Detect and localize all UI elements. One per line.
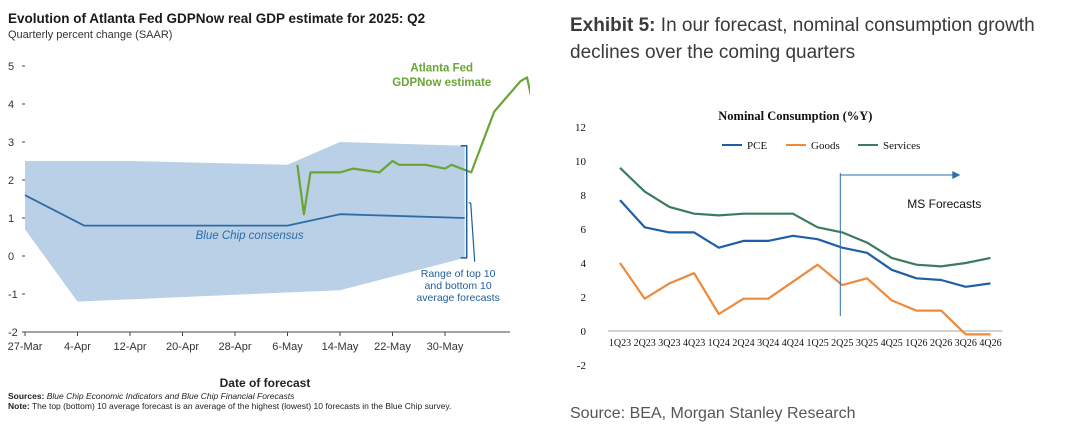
gdpnow-chart-subtitle: Quarterly percent change (SAAR)	[8, 29, 173, 41]
x-tick-label: 12-Apr	[113, 341, 146, 353]
x-tick-label: 4Q23	[683, 338, 705, 349]
x-tick-label: 2Q24	[732, 338, 754, 349]
x-tick-label: 30-May	[427, 341, 464, 353]
x-tick-label: 1Q24	[708, 338, 730, 349]
gdpnow-label-line-1: Atlanta Fed	[410, 63, 473, 75]
y-tick-label: 5	[8, 61, 14, 73]
x-tick-label: 2Q23	[634, 338, 656, 349]
x-tick-label: 22-May	[374, 341, 411, 353]
y-tick-label: 8	[581, 190, 587, 202]
gdpnow-label-line-2: GDPNow estimate	[392, 77, 491, 89]
x-tick-label: 6-May	[272, 341, 303, 353]
forecast-annotation: MS Forecasts	[907, 197, 981, 211]
range-label-line-1: Range of top 10	[421, 268, 496, 280]
x-tick-label: 3Q24	[757, 338, 779, 349]
x-tick-label: 3Q26	[955, 338, 977, 349]
x-tick-label: 4Q24	[782, 338, 804, 349]
x-tick-label: 4-Apr	[64, 341, 91, 353]
x-tick-label: 1Q23	[609, 338, 631, 349]
gdpnow-chart-plot: -2 -1 0 1 2 3 4 5 27-Mar 4-Apr 12-Apr 20-Apr 28-Apr 6…	[8, 61, 530, 353]
x-tick-label: 4Q26	[979, 338, 1001, 349]
forecast-range-band	[25, 142, 465, 302]
gdpnow-chart-title: Evolution of Atlanta Fed GDPNow real GDP…	[8, 11, 426, 26]
y-tick-label: 4	[8, 99, 14, 111]
gdpnow-x-axis-label: Date of forecast	[219, 376, 311, 390]
y-tick-label: 0	[581, 326, 587, 338]
x-tick-label: 1Q26	[905, 338, 927, 349]
y-tick-label: 10	[575, 156, 587, 168]
x-tick-label: 1Q25	[806, 338, 828, 349]
y-tick-label: 4	[581, 258, 587, 270]
y-tick-label: 6	[581, 224, 587, 236]
x-tick-label: 4Q25	[881, 338, 903, 349]
x-tick-label: 2Q26	[930, 338, 952, 349]
goods-line	[619, 262, 991, 336]
pce-line	[619, 199, 991, 288]
exhibit-headline: Exhibit 5: In our forecast, nominal cons…	[570, 12, 1040, 66]
sources-label: Sources:	[8, 391, 45, 401]
blue-chip-consensus-line	[24, 194, 465, 227]
exhibit-headline-text: In our forecast, nominal consumption gro…	[570, 15, 1035, 63]
exhibit-source: Source: BEA, Morgan Stanley Research	[570, 405, 856, 422]
legend-entry: Services	[883, 140, 920, 152]
y-tick-label: 1	[8, 213, 14, 225]
x-tick-label: 28-Apr	[218, 341, 251, 353]
consensus-label: Blue Chip consensus	[196, 230, 304, 242]
y-tick-label: 3	[8, 137, 14, 149]
range-pointer-line	[470, 202, 476, 262]
x-tick-label: 27-Mar	[8, 341, 43, 353]
y-tick-label: 2	[8, 175, 14, 187]
exhibit-label: Exhibit 5:	[570, 15, 656, 36]
x-tick-label: 20-Apr	[166, 341, 199, 353]
legend-entry: Goods	[811, 140, 840, 152]
services-line	[619, 167, 991, 268]
range-label-line-2: and bottom 10	[425, 280, 492, 292]
gdpnow-chart-panel: Evolution of Atlanta Fed GDPNow real GDP…	[0, 0, 530, 431]
gdpnow-sources-note: Sources: Blue Chip Economic Indicators a…	[8, 391, 508, 411]
x-tick-label: 14-May	[322, 341, 359, 353]
y-tick-label: 12	[575, 122, 586, 134]
forecast-arrow-head	[952, 171, 961, 179]
x-tick-label: 3Q23	[658, 338, 680, 349]
sources-text: Blue Chip Economic Indicators and Blue C…	[46, 391, 295, 401]
consumption-chart-panel: Exhibit 5: In our forecast, nominal cons…	[560, 0, 1076, 431]
x-tick-label: 2Q25	[831, 338, 853, 349]
legend-entry: PCE	[747, 140, 767, 152]
y-tick-label: 2	[581, 292, 587, 304]
y-tick-label: -2	[8, 327, 18, 339]
y-tick-label: 0	[8, 251, 14, 263]
consumption-chart-title: Nominal Consumption (%Y)	[718, 109, 872, 123]
gdpnow-estimate-line	[296, 76, 530, 216]
y-tick-label: -2	[577, 360, 586, 372]
range-label-line-3: average forecasts	[416, 292, 499, 304]
range-bracket	[460, 145, 468, 259]
y-tick-label: -1	[8, 289, 18, 301]
x-tick-label: 3Q25	[856, 338, 878, 349]
note-text: The top (bottom) 10 average forecast is …	[31, 401, 452, 411]
note-label: Note:	[8, 401, 30, 411]
